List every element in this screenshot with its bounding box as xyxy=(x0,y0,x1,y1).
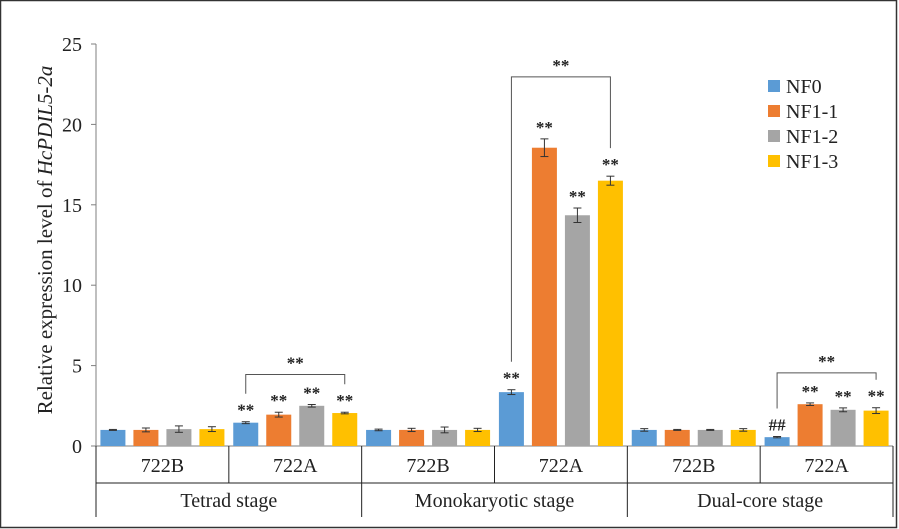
x-tick-label: 722B xyxy=(406,455,449,477)
y-axis-label: Relative expression level of HcPDIL5-2a xyxy=(33,66,57,415)
significance-mark: ** xyxy=(835,387,852,406)
y-axis-label-prefix: Relative expression level of xyxy=(33,175,57,414)
comparison-bracket xyxy=(510,76,611,362)
legend-label: NF1-2 xyxy=(786,126,838,148)
bar xyxy=(133,429,159,446)
y-tick-label: 15 xyxy=(62,195,82,217)
comparison-bracket xyxy=(245,374,346,394)
bar xyxy=(100,429,126,446)
y-tick-label: 25 xyxy=(62,34,82,56)
x-tick-label: 722B xyxy=(672,455,715,477)
significance-mark: ** xyxy=(270,391,287,410)
bar xyxy=(797,404,823,446)
plot-area: 0 5 10 15 20 25 722B 722A Tetrad stage 722B 722A Mo… xyxy=(62,34,894,517)
bar xyxy=(332,413,358,446)
bar xyxy=(399,429,425,446)
bar xyxy=(498,392,524,446)
significance-mark: ** xyxy=(802,382,819,401)
bar xyxy=(531,147,557,446)
significance-mark: ** xyxy=(303,384,320,403)
bar xyxy=(166,429,192,446)
bracket-significance-mark: ** xyxy=(818,352,835,371)
significance-mark: ** xyxy=(237,401,254,420)
group-label: Tetrad stage xyxy=(180,490,277,512)
x-tick-label: 722A xyxy=(804,455,849,477)
bar xyxy=(266,414,292,446)
significance-mark: ** xyxy=(868,387,885,406)
bar xyxy=(764,437,790,446)
group-label: Monokaryotic stage xyxy=(415,490,575,512)
bar xyxy=(233,422,259,446)
legend-swatch xyxy=(768,80,780,92)
y-tick-label: 10 xyxy=(62,275,82,297)
y-tick-label: 5 xyxy=(72,356,82,378)
bar xyxy=(199,429,225,446)
bar xyxy=(597,180,623,446)
y-axis-label-gene: HcPDIL5-2a xyxy=(33,66,57,177)
bracket-significance-mark: ** xyxy=(552,56,569,75)
significance-mark: ** xyxy=(336,391,353,410)
comparison-bracket xyxy=(776,372,877,409)
bar xyxy=(631,429,657,446)
significance-mark: ** xyxy=(602,155,619,174)
legend-swatch xyxy=(768,130,780,142)
y-tick-label: 20 xyxy=(62,114,82,136)
bar xyxy=(465,429,491,446)
bar xyxy=(730,429,756,446)
x-tick-label: 722B xyxy=(141,455,184,477)
group-label: Dual-core stage xyxy=(697,490,823,512)
legend-label: NF1-1 xyxy=(786,101,838,123)
bar xyxy=(830,409,856,446)
significance-mark: ## xyxy=(769,416,787,435)
x-tick-label: 722A xyxy=(273,455,318,477)
bar xyxy=(697,429,723,446)
y-tick-label: 0 xyxy=(72,436,82,458)
legend-label: NF0 xyxy=(786,76,822,98)
bar xyxy=(432,429,458,446)
bar xyxy=(863,410,889,446)
legend-label: NF1-3 xyxy=(786,151,838,173)
significance-mark: ** xyxy=(536,118,553,137)
bar xyxy=(664,429,690,446)
significance-mark: ** xyxy=(569,187,586,206)
legend-swatch xyxy=(768,105,780,117)
legend-swatch xyxy=(768,155,780,167)
bar xyxy=(299,405,325,446)
x-tick-label: 722A xyxy=(539,455,584,477)
significance-mark: ** xyxy=(503,369,520,388)
bar xyxy=(366,429,392,446)
bracket-significance-mark: ** xyxy=(287,354,304,373)
bar xyxy=(564,215,590,446)
